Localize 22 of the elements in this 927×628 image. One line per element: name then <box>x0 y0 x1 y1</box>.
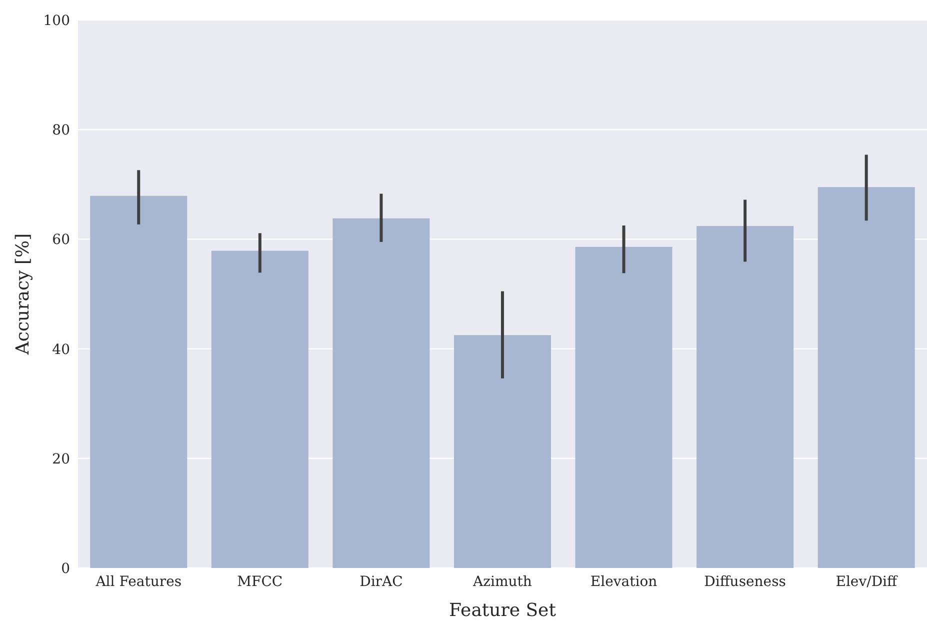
x-tick-label: All Features <box>94 574 182 590</box>
y-tick-label: 40 <box>52 342 70 358</box>
y-tick-label: 20 <box>52 451 70 468</box>
y-tick-label: 100 <box>43 12 70 29</box>
bar <box>211 250 308 568</box>
y-tick-label: 60 <box>52 232 70 248</box>
x-tick-label: Elev/Diff <box>836 574 898 590</box>
bar <box>90 196 188 568</box>
bar <box>332 218 430 568</box>
x-axis-title: Feature Set <box>449 600 557 621</box>
x-tick-label: DirAC <box>360 574 403 590</box>
y-tick-label: 80 <box>52 122 70 139</box>
y-tick-label: 0 <box>61 560 70 577</box>
x-tick-label: MFCC <box>237 574 283 590</box>
bar <box>818 187 915 568</box>
bar <box>454 335 551 568</box>
x-tick-label: Azimuth <box>472 574 532 590</box>
y-axis-title: Accuracy [%] <box>12 233 34 356</box>
x-tick-label: Elevation <box>590 574 658 590</box>
bar <box>696 226 794 568</box>
x-tick-label: Diffuseness <box>704 574 786 590</box>
bar <box>575 246 672 568</box>
